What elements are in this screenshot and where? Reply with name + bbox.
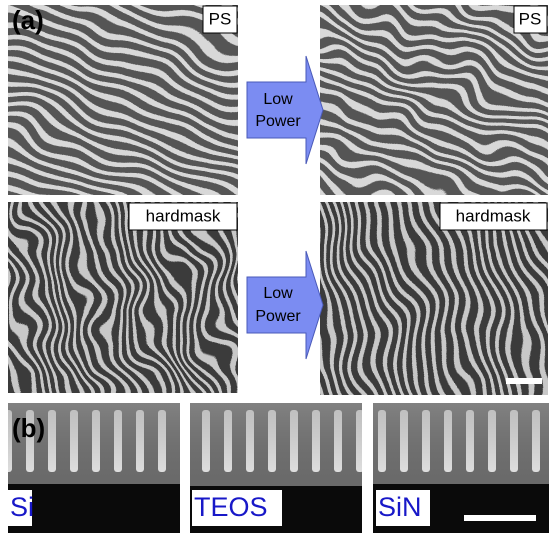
figure: PS PS hardmask hardmask Low Power Low Po… bbox=[0, 0, 549, 533]
image-label: SiN bbox=[378, 492, 422, 522]
image-label: PS bbox=[209, 9, 232, 28]
image-label: hardmask bbox=[456, 206, 531, 225]
arrow bbox=[247, 251, 323, 359]
scale-bar bbox=[464, 515, 536, 521]
arrow-text: Low bbox=[263, 285, 293, 302]
arrow-text: Power bbox=[255, 113, 301, 130]
arrow-text: Low bbox=[263, 91, 293, 108]
image-label: PS bbox=[519, 9, 542, 28]
image-label: Si bbox=[10, 492, 34, 522]
panel-label: (b) bbox=[12, 413, 45, 443]
panel-label: (a) bbox=[12, 5, 44, 35]
image-label: TEOS bbox=[194, 492, 268, 522]
arrow bbox=[247, 56, 323, 164]
arrow-text: Power bbox=[255, 308, 301, 325]
scale-bar bbox=[506, 378, 542, 384]
image-label: hardmask bbox=[146, 206, 221, 225]
